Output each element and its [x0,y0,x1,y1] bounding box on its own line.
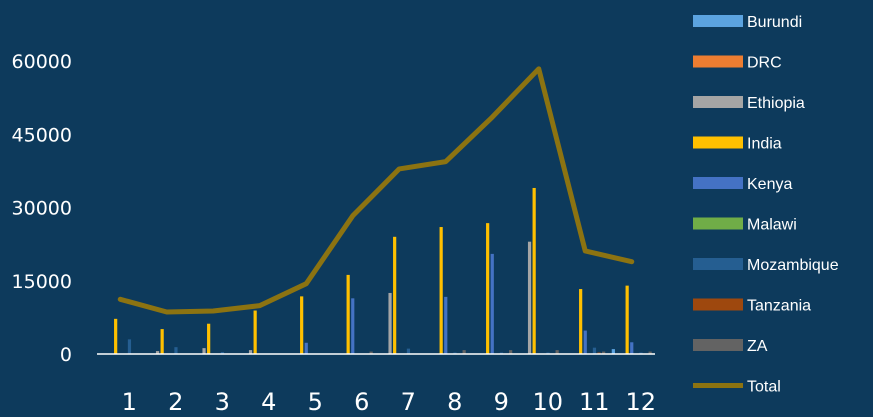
bar-mozambique-1 [128,339,131,354]
x-tick-label: 4 [261,388,276,416]
bar-india-4 [254,311,257,354]
x-tick-label: 7 [401,388,416,416]
legend-label: Mozambique [747,257,839,274]
y-tick-label: 15000 [12,271,72,293]
legend-item-tanzania: Tanzania [693,298,811,315]
x-tick-label: 10 [532,388,563,416]
bar-india-2 [161,329,164,354]
bar-kenya-11 [584,331,587,354]
legend-item-kenya: Kenya [693,176,792,193]
legend-item-malawi: Malawi [693,217,797,234]
bar-kenya-8 [444,297,447,354]
legend-item-india: India [693,136,782,153]
bar-india-10 [533,188,536,354]
legend-label: India [747,136,782,153]
x-tick-label: 9 [494,388,509,416]
line-total [120,69,632,312]
legend-swatch [693,15,743,27]
x-tick-label: 5 [308,388,323,416]
bar-kenya-5 [305,343,308,354]
y-tick-label: 60000 [12,51,72,73]
bar-kenya-6 [351,298,354,354]
legend-swatch [693,96,743,108]
legend-swatch [693,56,743,68]
bar-india-3 [207,324,210,354]
x-axis-ticks: 1 2 3 4 5 6 7 8 9 10 11 12 [122,388,656,416]
legend-item-total: Total [693,379,781,396]
legend-swatch [693,177,743,189]
bar-kenya-12 [630,342,633,354]
bar-kenya-9 [491,254,494,354]
legend-item-mozambique: Mozambique [693,257,839,274]
y-tick-label: 30000 [12,198,72,220]
x-tick-label: 1 [122,388,137,416]
x-tick-label: 2 [168,388,183,416]
x-tick-label: 12 [625,388,656,416]
legend-item-za: ZA [693,338,768,355]
x-tick-label: 6 [354,388,369,416]
legend-label: Burundi [747,14,802,31]
legend-label: Malawi [747,217,797,234]
bar-mozambique-11 [593,348,596,354]
bar-india-12 [626,286,629,354]
legend-label: DRC [747,55,782,72]
bar-india-8 [440,227,443,354]
legend-label: ZA [747,338,768,355]
bar-india-6 [347,275,350,354]
x-tick-label: 11 [579,388,610,416]
bar-india-1 [114,319,117,354]
legend-label: Tanzania [747,298,811,315]
bar-mozambique-7 [407,349,410,354]
legend-swatch [693,137,743,149]
legend-item-drc: DRC [693,55,782,72]
legend-label: Total [747,379,781,396]
bar-ethiopia-3 [202,348,205,354]
legend: Burundi DRC Ethiopia India Kenya Malawi Mozamb… [693,14,839,396]
y-tick-label: 45000 [12,124,72,146]
y-axis-ticks: 0 15000 30000 45000 60000 [12,51,72,366]
legend-item-burundi: Burundi [693,14,802,31]
bar-mozambique-2 [174,347,177,354]
legend-swatch [693,218,743,230]
bars [114,188,652,354]
bar-ethiopia-7 [388,293,391,354]
total-line-layer [120,69,632,312]
bar-india-9 [486,223,489,354]
legend-label: Kenya [747,176,792,193]
legend-swatch [693,258,743,270]
bar-india-11 [579,289,582,354]
x-tick-label: 8 [447,388,462,416]
bar-ethiopia-10 [528,242,531,354]
y-tick-label: 0 [60,344,72,366]
bar-india-7 [393,237,396,354]
legend-swatch [693,299,743,311]
legend-item-ethiopia: Ethiopia [693,95,805,112]
x-tick-label: 3 [215,388,230,416]
legend-swatch [693,339,743,351]
bar-india-5 [300,296,303,354]
legend-label: Ethiopia [747,95,805,112]
